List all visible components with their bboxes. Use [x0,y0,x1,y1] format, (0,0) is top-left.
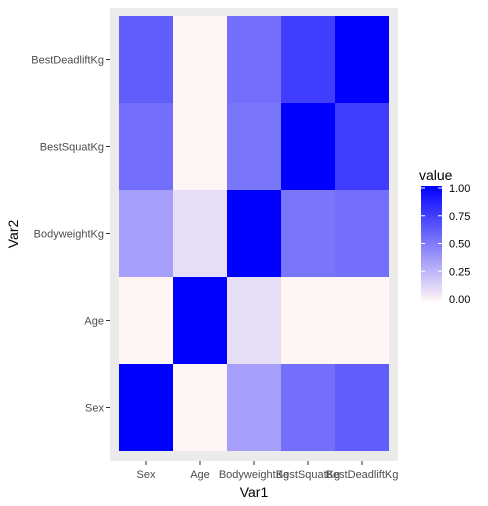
heatmap-cell [119,190,173,277]
legend-tick-label: 1.00 [449,183,470,195]
x-axis: Sex Age BodyweightKgBestSquatKgBestDeadlif… [137,461,399,481]
heatmap-cell [227,103,281,190]
heatmap-cell [227,277,281,364]
heatmap-cell [281,16,335,103]
legend-tick-label: 0.50 [449,239,470,251]
heatmap-cells [119,16,389,451]
y-tick-label: Age [84,316,104,328]
legend-tick-label: 0.00 [449,294,470,306]
x-tick-label: BodyweightKg [219,469,289,481]
y-axis-title: Var2 [5,220,21,249]
legend-ticks: 0.00 0.25 0.50 0.75 1.00 [421,183,470,306]
heatmap-cell [119,103,173,190]
heatmap-cell [173,364,227,451]
heatmap-cell [281,103,335,190]
x-tick-label: Age [190,469,210,481]
heatmap-cell [227,190,281,277]
y-tick-label: Sex [85,403,104,415]
y-tick-label: BestDeadliftKg [31,55,104,67]
legend-colorbar [421,186,442,301]
heatmap-cell [335,277,389,364]
heatmap-cell [281,277,335,364]
x-axis-title: Var1 [240,484,269,500]
heatmap-cell [281,190,335,277]
heatmap-cell [281,364,335,451]
legend-tick-label: 0.75 [449,211,470,223]
y-axis: Sex Age BodyweightKg BestSquatKg BestDeadlif… [31,55,110,415]
legend-tick-label: 0.25 [449,266,470,278]
heatmap-cell [119,16,173,103]
heatmap-cell [119,277,173,364]
heatmap-cell [227,364,281,451]
heatmap-cell [173,16,227,103]
y-tick-label: BodyweightKg [34,229,104,241]
heatmap-cell [335,16,389,103]
heatmap-cell [119,364,173,451]
heatmap-cell [173,277,227,364]
heatmap-cell [335,103,389,190]
y-tick-label: BestSquatKg [40,142,104,154]
heatmap-cell [335,364,389,451]
heatmap-cell [227,16,281,103]
heatmap-cell [173,190,227,277]
heatmap-cell [335,190,389,277]
legend-title: value [419,167,453,183]
color-legend: value 0.00 0.25 0.50 0.75 1.00 [419,167,470,306]
x-tick-label: BestDeadliftKg [326,469,399,481]
x-tick-label: Sex [137,469,156,481]
heatmap-cell [173,103,227,190]
x-tick-label: BestSquatKg [276,469,340,481]
